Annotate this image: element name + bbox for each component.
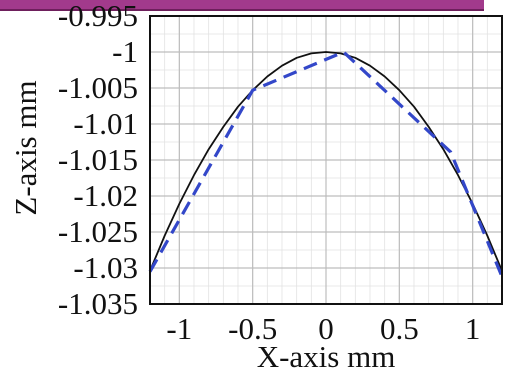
solid-series-line [149, 51, 503, 272]
series-layer [148, 50, 504, 278]
x-tick-label: 0 [318, 311, 334, 346]
x-tick-label: -1 [166, 311, 192, 346]
plot-frame [149, 15, 503, 305]
y-tick-label: -1 [112, 34, 138, 69]
y-tick-label: -0.995 [58, 0, 138, 33]
x-axis-title: X-axis mm [257, 339, 396, 371]
x-tick-label: -0.5 [228, 311, 277, 346]
y-tick-labels: -0.995-1-1.005-1.01-1.015-1.02-1.025-1.0… [58, 0, 138, 321]
x-tick-label: 1 [465, 311, 481, 346]
y-tick-label: -1.035 [58, 286, 138, 321]
x-tick-labels: -1 -0.5 0 0.5 1 [166, 311, 480, 346]
y-tick-label: -1.005 [58, 70, 138, 105]
y-tick-label: -1.01 [73, 106, 138, 141]
x-tick-label: 0.5 [380, 311, 419, 346]
y-axis-title: Z-axis mm [8, 80, 43, 215]
y-tick-label: -1.03 [73, 250, 138, 285]
y-tick-label: -1.025 [58, 214, 138, 249]
y-tick-label: -1.02 [73, 178, 138, 213]
top-color-band [0, 0, 484, 11]
y-tick-label: -1.015 [58, 142, 138, 177]
dashed-series-line [148, 50, 504, 278]
